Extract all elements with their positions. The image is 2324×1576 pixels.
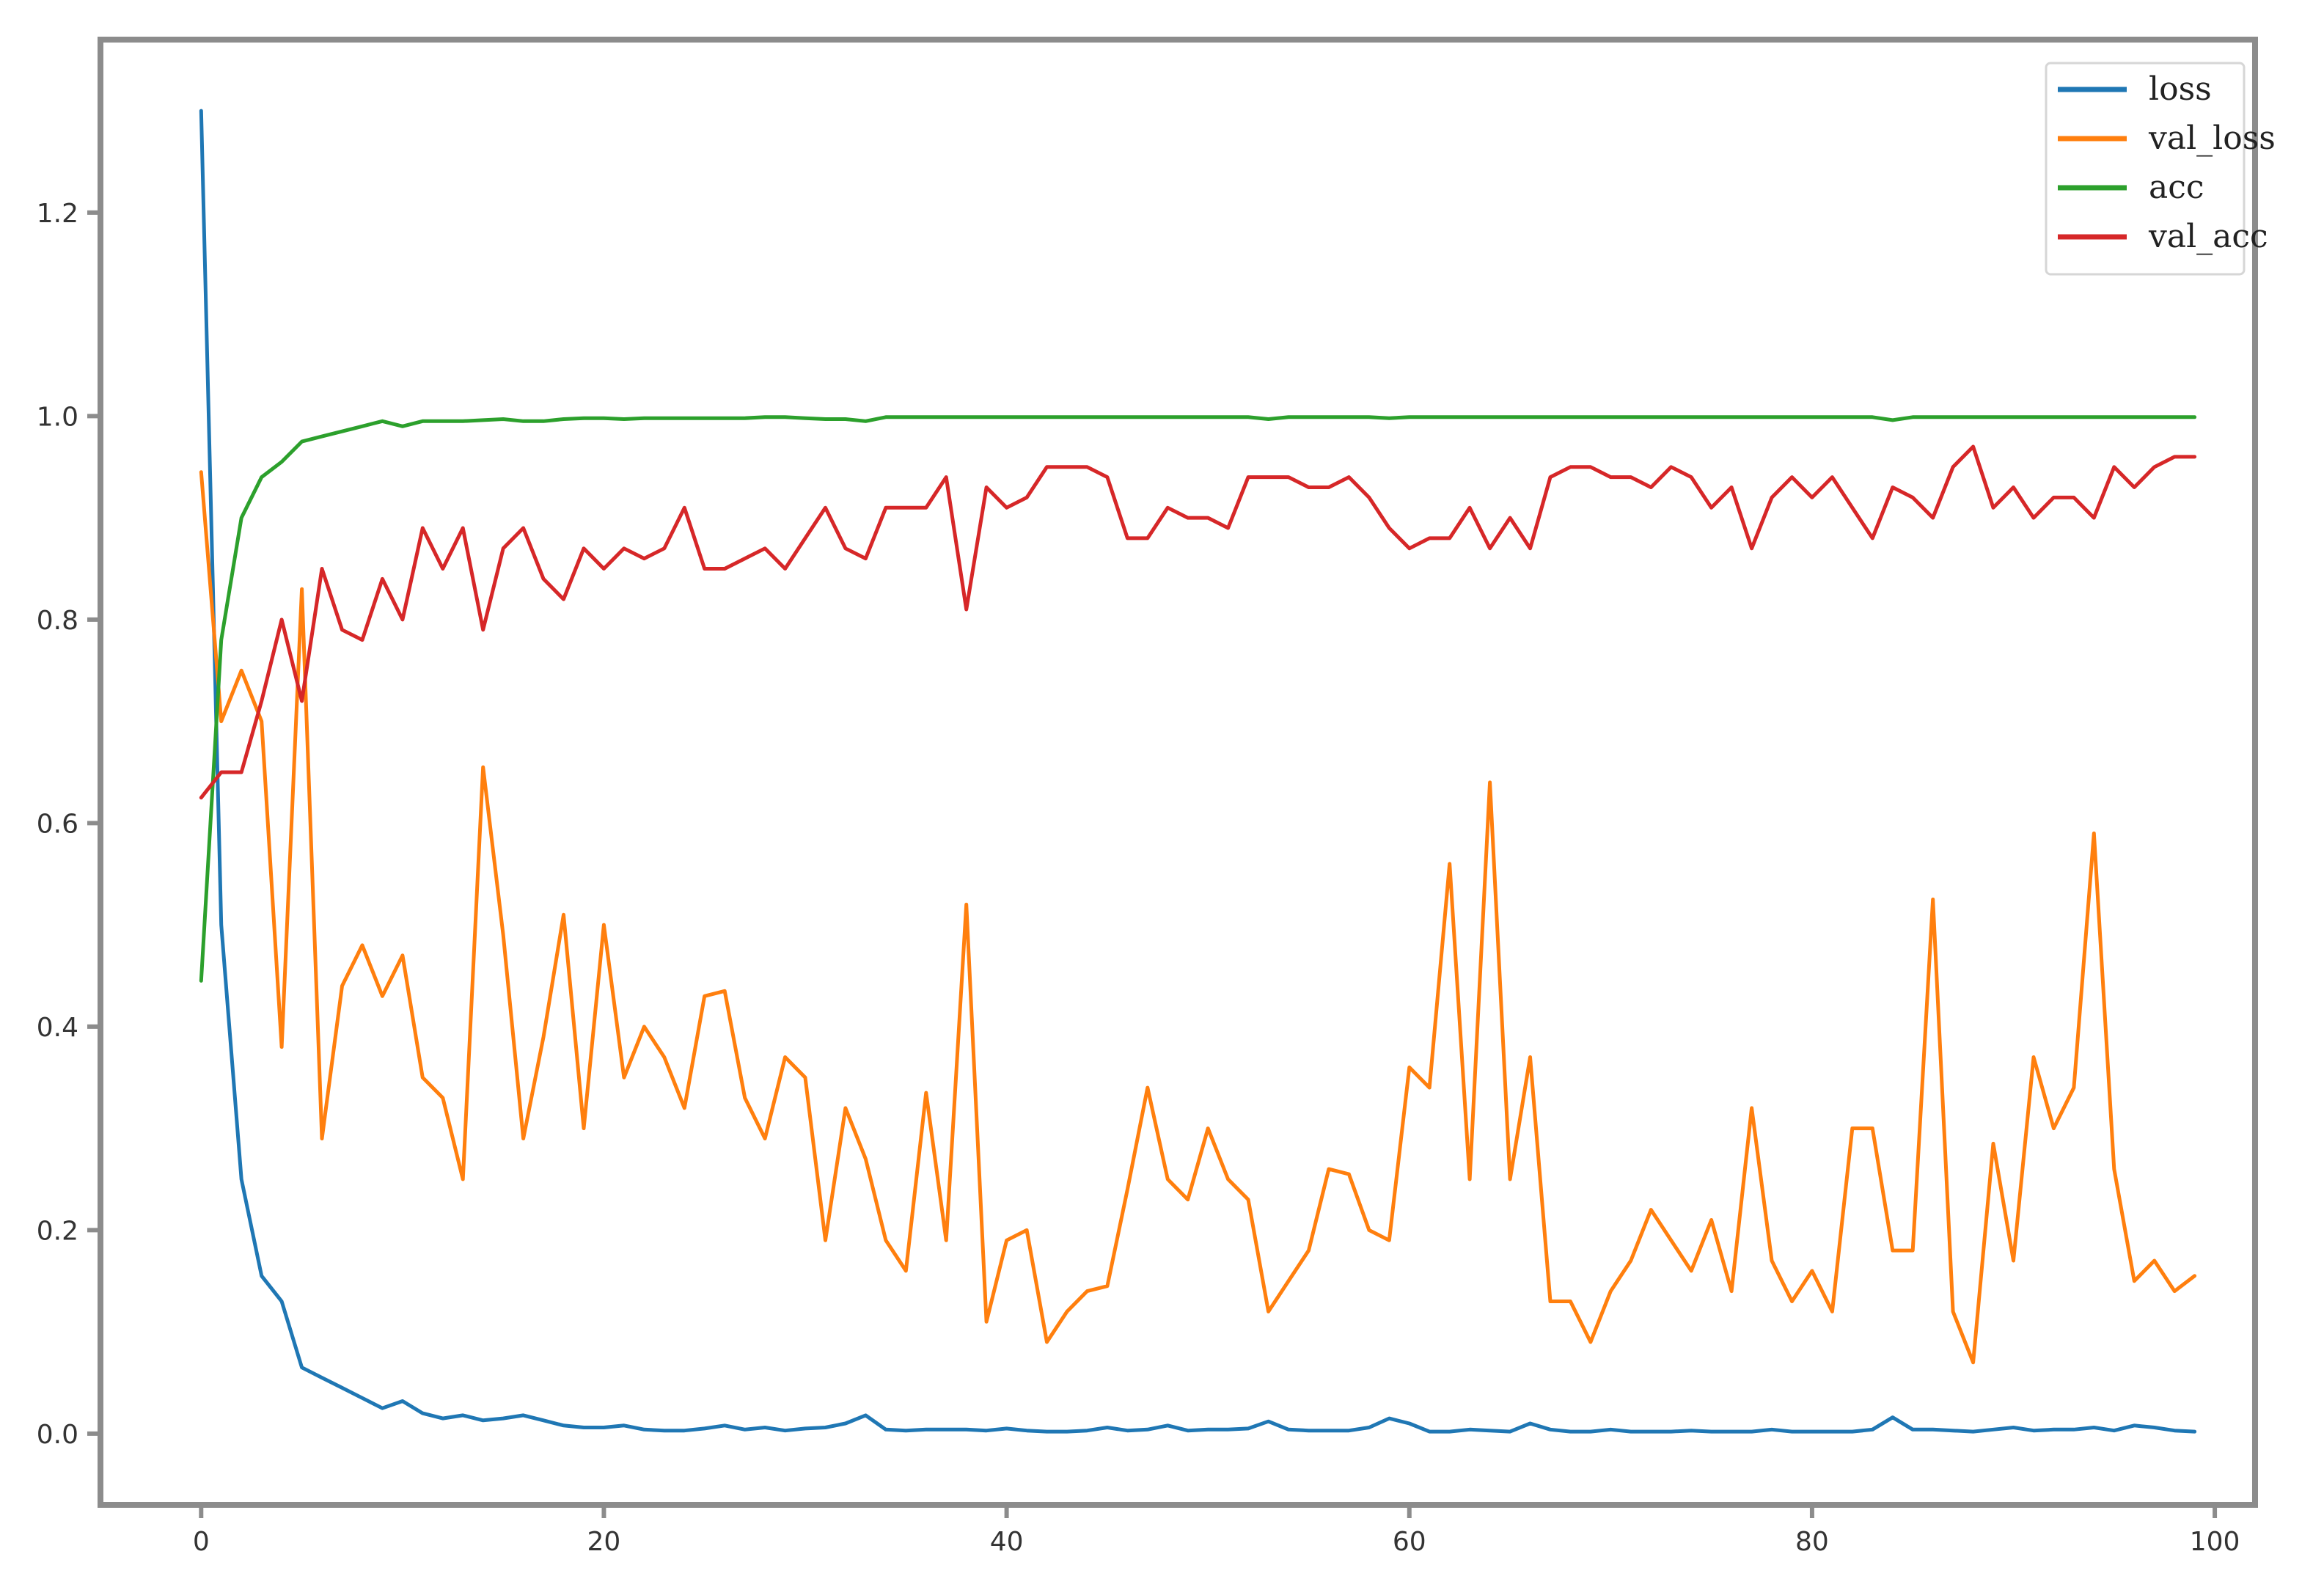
y-axis: 0.0 0.2 0.4 0.6 0.8 1.0 1.2 bbox=[37, 199, 100, 1450]
series-line-val-loss bbox=[199, 470, 2197, 1365]
x-tick-label: 0 bbox=[193, 1527, 210, 1557]
series-group bbox=[199, 109, 2197, 1434]
legend-box bbox=[2045, 62, 2246, 276]
legend-label-acc: acc bbox=[2149, 169, 2204, 206]
series-line-val-acc bbox=[199, 444, 2197, 800]
series-line-loss bbox=[199, 109, 2197, 1434]
series-line-acc bbox=[199, 415, 2197, 983]
x-tick-label: 100 bbox=[2190, 1527, 2240, 1557]
x-axis: 0 20 40 60 80 100 bbox=[193, 1505, 2240, 1557]
plot-frame bbox=[98, 37, 2258, 1508]
x-tick-label: 40 bbox=[990, 1527, 1024, 1557]
x-tick-label: 80 bbox=[1795, 1527, 1829, 1557]
legend-label-val-acc: val_acc bbox=[2148, 218, 2268, 255]
y-tick-label: 0.2 bbox=[37, 1216, 78, 1246]
y-tick-label: 0.0 bbox=[37, 1420, 78, 1450]
x-tick-label: 60 bbox=[1393, 1527, 1426, 1557]
y-tick-label: 0.8 bbox=[37, 606, 78, 636]
y-tick-label: 0.4 bbox=[37, 1013, 78, 1043]
y-tick-label: 1.2 bbox=[37, 199, 78, 229]
legend-label-val-loss: val_loss bbox=[2148, 120, 2276, 157]
x-tick-label: 20 bbox=[587, 1527, 621, 1557]
y-tick-label: 0.6 bbox=[37, 809, 78, 839]
legend-label-loss: loss bbox=[2149, 70, 2212, 108]
y-tick-label: 1.0 bbox=[37, 402, 78, 432]
